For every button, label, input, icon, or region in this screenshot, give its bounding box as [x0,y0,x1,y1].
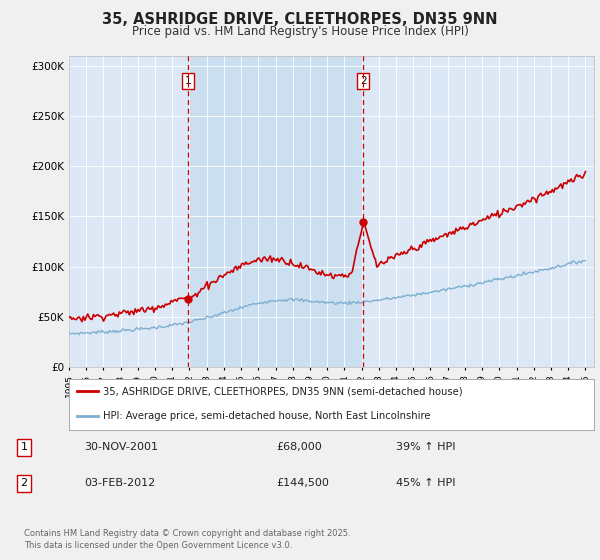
Text: 35, ASHRIDGE DRIVE, CLEETHORPES, DN35 9NN: 35, ASHRIDGE DRIVE, CLEETHORPES, DN35 9N… [102,12,498,27]
Text: 39% ↑ HPI: 39% ↑ HPI [396,442,455,452]
Text: 2: 2 [20,478,28,488]
Text: 30-NOV-2001: 30-NOV-2001 [84,442,158,452]
Bar [188,56,363,367]
Text: 2: 2 [360,76,367,86]
Text: HPI: Average price, semi-detached house, North East Lincolnshire: HPI: Average price, semi-detached house,… [103,410,431,421]
Text: 1: 1 [20,442,28,452]
Text: £68,000: £68,000 [276,442,322,452]
Text: £144,500: £144,500 [276,478,329,488]
Text: 03-FEB-2012: 03-FEB-2012 [84,478,155,488]
Text: Price paid vs. HM Land Registry's House Price Index (HPI): Price paid vs. HM Land Registry's House … [131,25,469,38]
Text: Contains HM Land Registry data © Crown copyright and database right 2025.
This d: Contains HM Land Registry data © Crown c… [24,529,350,550]
Text: 1: 1 [185,76,191,86]
Text: 35, ASHRIDGE DRIVE, CLEETHORPES, DN35 9NN (semi-detached house): 35, ASHRIDGE DRIVE, CLEETHORPES, DN35 9N… [103,386,463,396]
Text: 45% ↑ HPI: 45% ↑ HPI [396,478,455,488]
